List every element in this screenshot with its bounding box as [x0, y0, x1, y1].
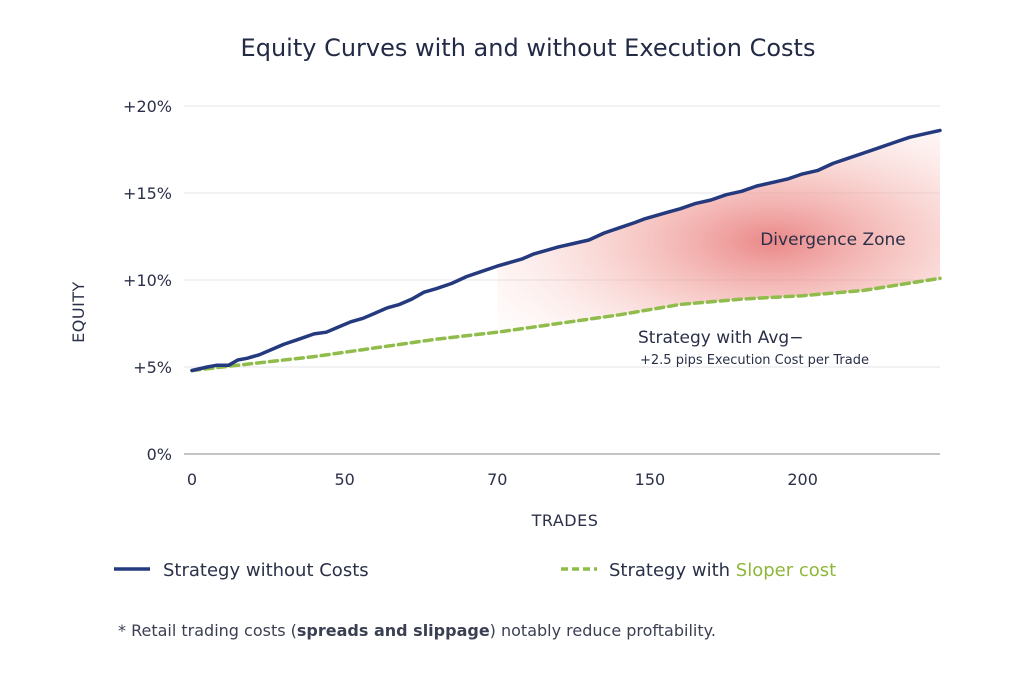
series-layer: [190, 128, 942, 373]
series-line-with-cost: [190, 276, 942, 373]
footnote: * Retail trading costs (spreads and slip…: [118, 621, 716, 640]
legend-label-accent: Sloper cost: [736, 560, 836, 581]
x-tick-label: 200: [787, 470, 818, 489]
y-tick-label: 0%: [147, 445, 172, 464]
series-line-no-costs: [190, 128, 942, 373]
y-tick-label: +15%: [123, 184, 172, 203]
footnote-suffix: ) notably reduce proftability.: [490, 621, 716, 640]
y-tick-label: +10%: [123, 271, 172, 290]
tick-labels: 0% +5% +10% +15% +20% 0 50 70 150 200: [123, 97, 818, 489]
y-axis-title: EQUITY: [69, 281, 88, 343]
cost-annotation-line1: Strategy with Avg−: [638, 328, 803, 348]
legend-label-with-cost-text: Strategy with: [609, 560, 736, 581]
legend-label-with-cost: Strategy with Sloper cost: [609, 560, 836, 581]
x-axis-title: TRADES: [531, 511, 599, 530]
chart-title: Equity Curves with and without Execution…: [241, 34, 816, 62]
x-tick-label: 0: [187, 470, 197, 489]
divergence-zone-label: Divergence Zone: [760, 230, 906, 250]
divergence-zone: [497, 130, 940, 333]
y-tick-label: +5%: [133, 358, 172, 377]
footnote-bold: spreads and slippage: [297, 621, 490, 640]
footnote-prefix: * Retail trading costs (: [118, 621, 297, 640]
legend: Strategy without Costs Strategy with Slo…: [114, 560, 836, 581]
cost-annotation-line2: +2.5 pips Execution Cost per Trade: [640, 353, 869, 368]
x-tick-label: 50: [334, 470, 354, 489]
x-tick-label: 70: [487, 470, 507, 489]
x-tick-label: 150: [635, 470, 666, 489]
y-tick-label: +20%: [123, 97, 172, 116]
legend-label-no-costs: Strategy without Costs: [163, 560, 369, 581]
